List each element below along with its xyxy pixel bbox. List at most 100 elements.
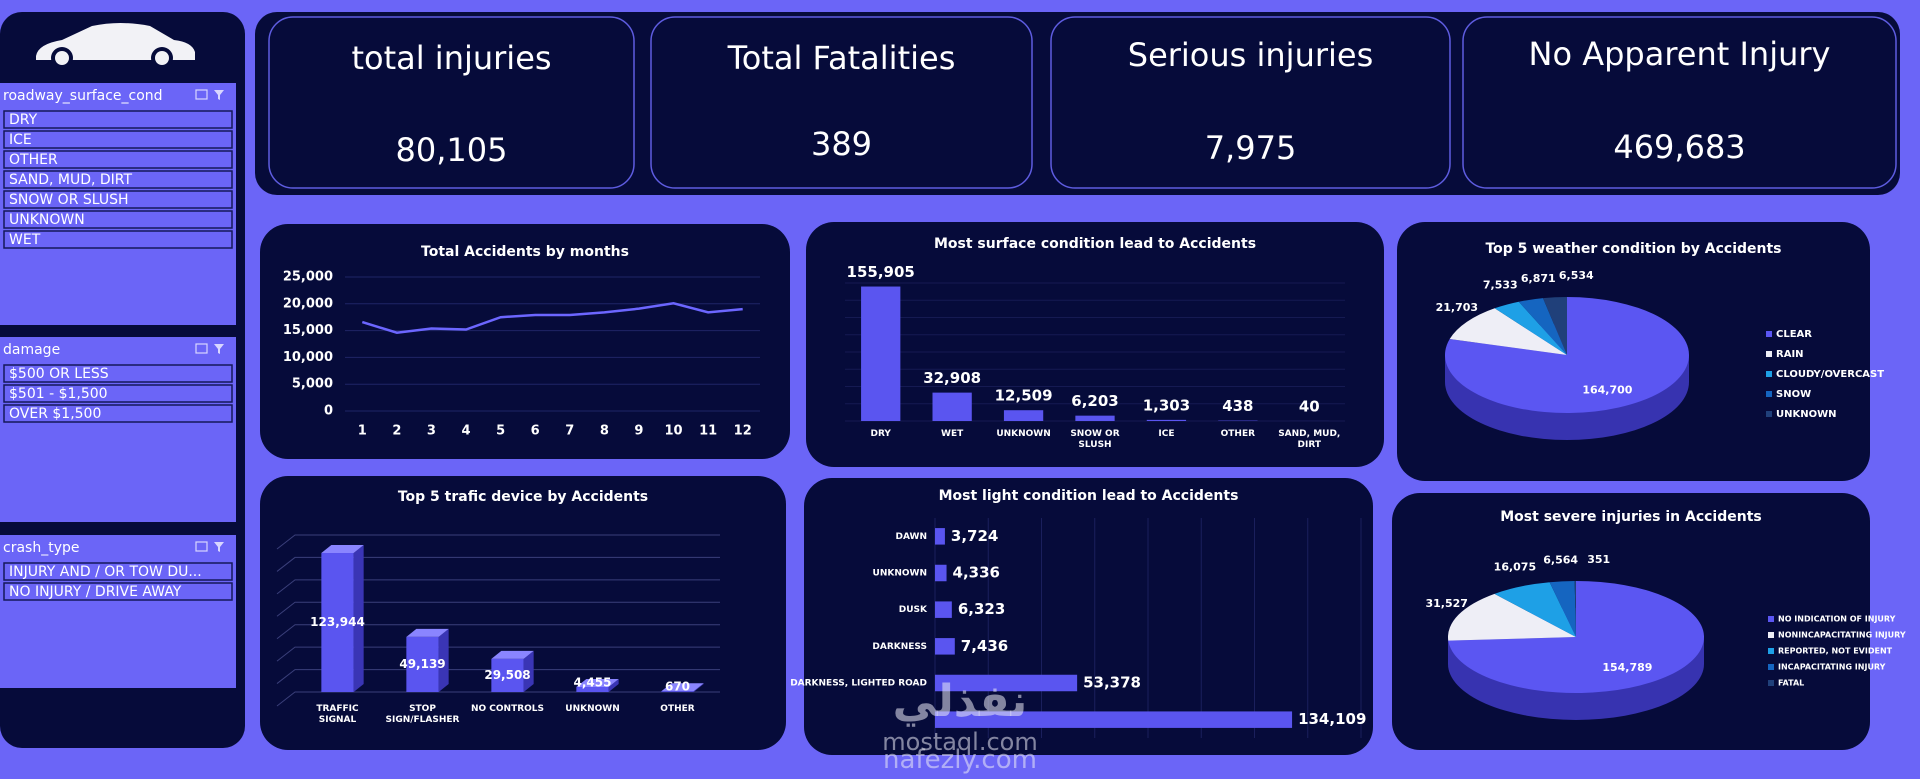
bar-top (491, 650, 534, 659)
slicer-item[interactable] (3, 230, 233, 249)
slicer-title: damage (3, 342, 60, 358)
x-tick-label: OTHER (660, 704, 695, 714)
legend-label: NONINCAPACITATING INJURY (1778, 631, 1906, 640)
slicer-item-label: ICE (9, 132, 32, 148)
clear-filter-icon (214, 344, 224, 354)
watermark-site: nafezly.com (883, 745, 1037, 775)
value-label: 155,905 (847, 263, 915, 281)
slicer-item-label: OTHER (9, 152, 58, 168)
bar (861, 286, 901, 421)
pie-slice (1448, 581, 1704, 694)
value-label: 49,139 (399, 657, 445, 671)
legend-label: SNOW (1776, 389, 1811, 400)
bar (406, 636, 439, 692)
grid-line (276, 669, 720, 684)
y-tick-label: DUSK (899, 605, 928, 615)
kpi-card (650, 16, 1033, 189)
value-label: 123,944 (310, 615, 365, 629)
watermark-brand: نفذلي (892, 676, 1028, 727)
legend-label: CLOUDY/OVERCAST (1776, 369, 1884, 380)
x-tick-label: ICE (1158, 429, 1175, 439)
bar-top (406, 628, 449, 637)
grid-line (276, 624, 720, 640)
slicer-item-label: WET (9, 232, 41, 248)
slicer-item[interactable] (3, 404, 233, 423)
x-tick-label: 5 (496, 424, 505, 439)
x-tick-label: UNKNOWN (565, 704, 620, 714)
watermark-site: mostaql.com (882, 728, 1038, 756)
chart-title: Top 5 weather condition by Accidents (1485, 241, 1781, 257)
value-label: 6,534 (1559, 269, 1594, 282)
value-label: 6,323 (958, 600, 1005, 618)
slicer-item[interactable] (3, 364, 233, 383)
x-tick-label: NO CONTROLS (470, 704, 545, 714)
value-label: 31,527 (1426, 597, 1468, 610)
bar-side (353, 545, 364, 692)
bar-top (321, 545, 364, 554)
legend-swatch (1766, 371, 1772, 377)
slicer-item[interactable] (3, 562, 233, 581)
clear-filter-icon (214, 90, 224, 100)
value-label: 154,789 (1602, 661, 1652, 674)
line (361, 301, 743, 335)
slicer-item[interactable] (3, 130, 233, 149)
chart-title: Top 5 trafic device by Accidents (398, 489, 648, 505)
slicer-item[interactable] (3, 170, 233, 189)
slicer-item[interactable] (3, 384, 233, 403)
x-tick-label: 11 (699, 424, 717, 439)
slicer-header (0, 537, 236, 557)
x-tick-label: UNKNOWN (996, 429, 1051, 439)
y-tick-label: UNKNOWN (873, 569, 927, 579)
slicer-item-label: SNOW OR SLUSH (9, 192, 129, 208)
kpi-value: 80,105 (396, 131, 508, 169)
chart-title: Most light condition lead to Accidents (939, 488, 1239, 504)
slicer-item[interactable] (3, 190, 233, 209)
slicer-item[interactable] (3, 582, 233, 601)
legend-label: FATAL (1778, 679, 1804, 688)
x-tick-label: 9 (634, 424, 643, 439)
kpi-card (1050, 16, 1451, 189)
legend-swatch (1768, 680, 1774, 686)
legend-swatch (1768, 664, 1774, 670)
grid-line (276, 556, 720, 572)
x-tick-label: TRAFFIC SIGNAL (316, 704, 359, 725)
kpi-card (268, 16, 635, 189)
y-tick-label: 15,000 (283, 323, 333, 338)
chart-title: Most surface condition lead to Accidents (934, 236, 1256, 252)
kpi-label: total injuries (351, 39, 551, 77)
legend-label: CLEAR (1776, 329, 1812, 340)
x-tick-label: SNOW OR SLUSH (1070, 429, 1120, 450)
bar-top (576, 679, 619, 688)
chart-title: Most severe injuries in Accidents (1500, 509, 1762, 525)
y-tick-label: 10,000 (283, 350, 333, 365)
legend-label: UNKNOWN (1776, 409, 1837, 420)
slicer-item[interactable] (3, 150, 233, 169)
value-label: 438 (1222, 397, 1253, 415)
bar-top (661, 683, 704, 692)
bar (935, 711, 1293, 728)
value-label: 7,436 (961, 637, 1008, 655)
slicer-item[interactable] (3, 110, 233, 129)
y-tick-label: DARKNESS (872, 642, 927, 652)
pie-slice (1448, 593, 1576, 641)
chart-panel (260, 476, 786, 750)
legend-swatch (1766, 351, 1772, 357)
y-tick-label: 20,000 (283, 296, 333, 311)
bar (576, 687, 609, 692)
value-label: 12,509 (995, 387, 1053, 405)
x-tick-label: DRY (870, 429, 891, 439)
slicer-item[interactable] (3, 210, 233, 229)
slicer-header (0, 339, 236, 359)
legend-swatch (1768, 632, 1774, 638)
slicer-item-label: SAND, MUD, DIRT (9, 172, 133, 188)
car-icon (36, 23, 195, 69)
legend-swatch (1768, 616, 1774, 622)
slicer-header (0, 85, 236, 105)
slicer-title: roadway_surface_cond (3, 88, 163, 104)
slicer-item-label: INJURY AND / OR TOW DU... (9, 564, 202, 580)
kpi-value: 469,683 (1613, 128, 1745, 166)
pie-slice (1494, 582, 1576, 637)
bar (935, 601, 952, 618)
